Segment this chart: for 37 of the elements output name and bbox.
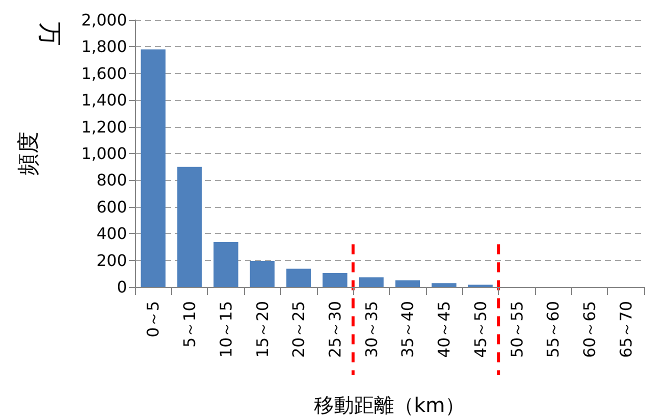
y-tick-label: 200 (96, 250, 127, 270)
y-tick-label: 1,000 (81, 144, 127, 163)
y-tick-label: 400 (96, 224, 127, 244)
y-tick-label: 1,800 (81, 37, 127, 56)
text: 万 (36, 22, 64, 46)
bar (177, 166, 202, 287)
bar (395, 280, 420, 287)
x-tick-label: 40～45 (434, 301, 454, 358)
bar (286, 268, 311, 287)
y-axis-title: 頻度 (16, 132, 42, 176)
bar (214, 242, 238, 287)
y-tick-label: 1,600 (81, 64, 127, 83)
x-tick-label: 50～55 (507, 301, 526, 358)
x-axis-title: 移動距離（km） (314, 393, 466, 417)
bar (140, 49, 166, 287)
x-tick-label: 10～15 (216, 301, 236, 358)
x-tick-label: 15～20 (252, 301, 272, 358)
y-tick-label: 0 (116, 278, 127, 296)
x-tick-label: 60～65 (580, 301, 599, 358)
y-tick-label: 1,400 (81, 90, 127, 110)
x-tick-label: 5～10 (180, 301, 200, 348)
bar (432, 283, 456, 287)
y-tick-label: 800 (96, 170, 127, 190)
x-tick-label: 55～60 (544, 301, 563, 358)
x-tick-label: 45～50 (470, 301, 490, 358)
x-tick-label: 65～70 (616, 301, 636, 358)
bar (358, 277, 384, 287)
y-tick-label: 600 (96, 197, 127, 216)
x-tick-label: 30～35 (362, 301, 381, 358)
y-tick-label: 1,200 (81, 117, 127, 136)
y-tick-label: 2,000 (81, 10, 127, 30)
bar (322, 272, 348, 287)
bar (250, 260, 275, 287)
x-tick-label: 35～40 (398, 301, 418, 358)
x-tick-label: 25～30 (325, 301, 344, 358)
x-tick-label: 20～25 (289, 301, 308, 358)
x-tick-label: 0～5 (144, 301, 163, 338)
